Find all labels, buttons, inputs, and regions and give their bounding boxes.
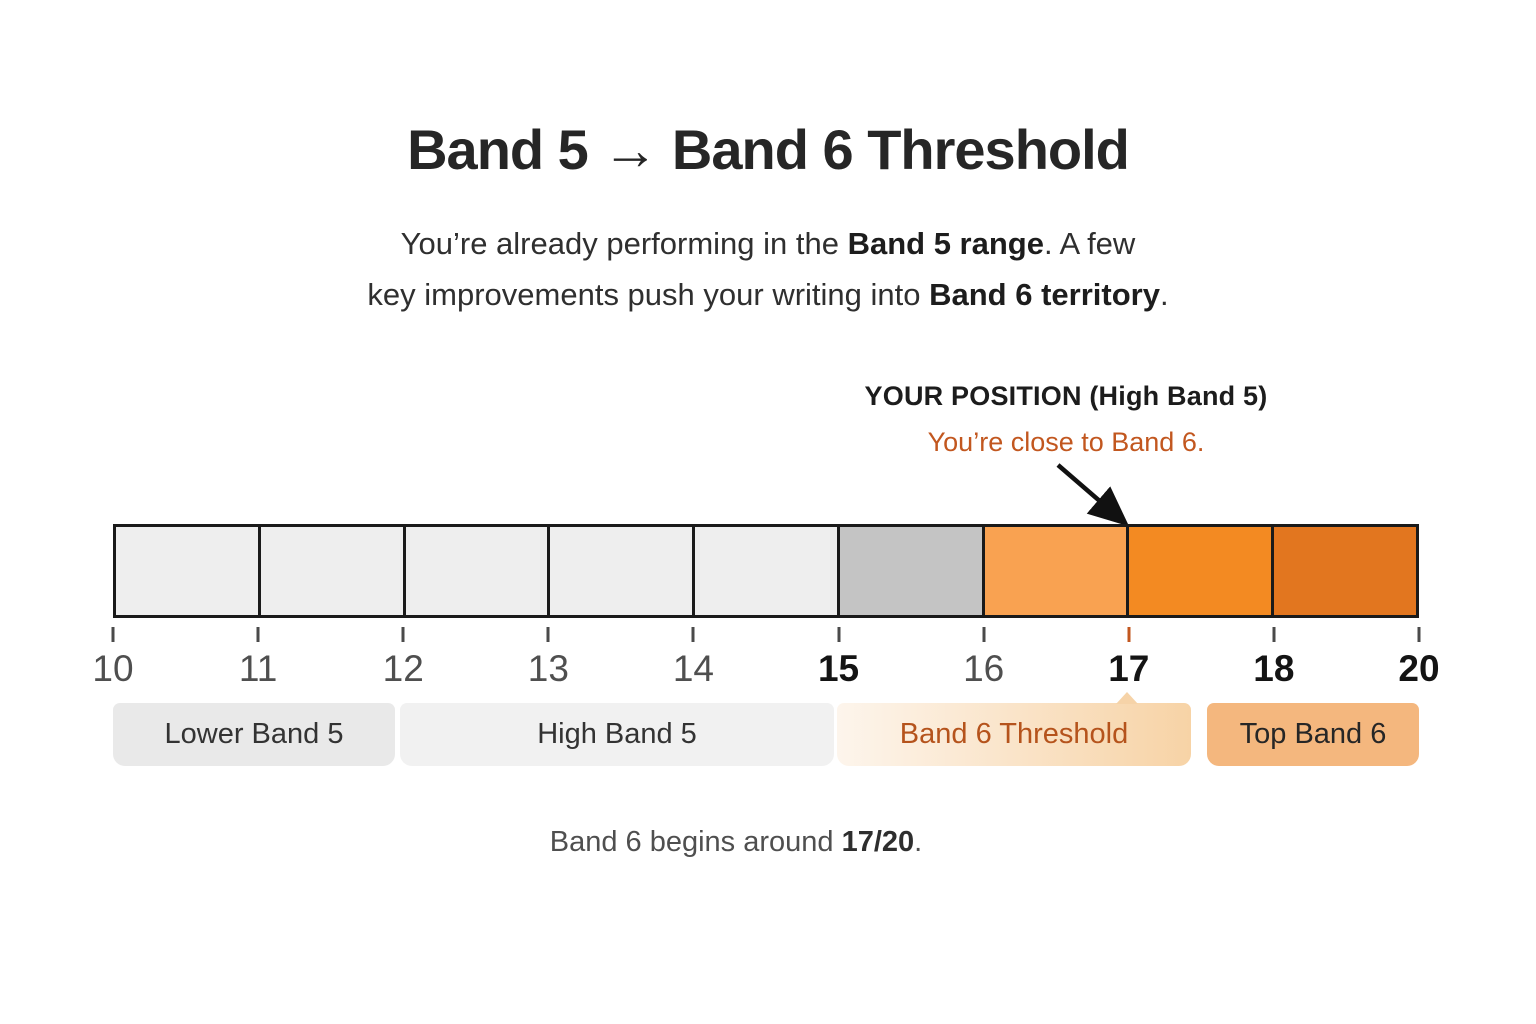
footer-note: Band 6 begins around 17/20. xyxy=(0,826,1472,859)
your-position-heading: YOUR POSITION (High Band 5) xyxy=(864,381,1268,411)
axis-label-15: 15 xyxy=(817,648,860,689)
axis-label-16: 16 xyxy=(963,648,1005,689)
page-title: Band 5 → Band 6 Threshold xyxy=(407,118,1130,181)
axis-label-12: 12 xyxy=(382,648,424,689)
zone-lower-band-5: Lower Band 5 xyxy=(113,703,395,766)
scale-segment-13-14 xyxy=(550,527,696,615)
scale-segment-14-15 xyxy=(695,527,840,615)
axis-tick-18 xyxy=(1272,627,1276,642)
scale-segment-12-13 xyxy=(405,527,551,615)
axis-tick-15 xyxy=(837,627,841,642)
axis-labels: 10 11 12 13 14 15 16 17 18 20 xyxy=(92,648,1439,692)
zone-band-6-threshold: Band 6 Threshold xyxy=(837,692,1191,766)
scale-segment-16-17 xyxy=(984,527,1130,615)
axis-tick-14 xyxy=(691,627,695,642)
axis-tick-16 xyxy=(982,627,986,642)
axis-tick-11 xyxy=(256,627,260,642)
subtitle: You’re already performing in the Band 5 … xyxy=(0,219,1536,321)
axis-label-20: 20 xyxy=(1398,648,1440,689)
subtitle-line1-bold: Band 5 range xyxy=(847,226,1044,261)
axis-tick-12 xyxy=(401,627,405,642)
axis-tick-10 xyxy=(111,627,115,642)
subtitle-line1: You’re already performing in the xyxy=(400,226,848,261)
axis-tick-13 xyxy=(546,627,550,642)
scale-segment-18-20 xyxy=(1274,527,1417,615)
zone-high-band-5: High Band 5 xyxy=(400,703,834,766)
zone-top-band-6: Top Band 6 xyxy=(1207,703,1419,766)
scale-segment-17-18 xyxy=(1129,527,1275,615)
subtitle-line1-end: . A few xyxy=(1043,226,1136,261)
axis-label-11: 11 xyxy=(238,648,278,689)
axis-label-14: 14 xyxy=(672,648,715,689)
scale-bar xyxy=(113,524,1419,618)
axis-label-17: 17 xyxy=(1108,648,1150,689)
axis-tick-17 xyxy=(1127,627,1131,642)
scale-segment-10-11 xyxy=(116,527,261,615)
footer-end: . xyxy=(914,826,923,858)
subtitle-line2-end: . xyxy=(1159,276,1169,312)
scale-segment-11-12 xyxy=(260,527,406,615)
scale-segment-15-16 xyxy=(839,527,985,615)
subtitle-line2-bold: Band 6 territory xyxy=(929,276,1160,312)
axis-label-10: 10 xyxy=(92,648,134,689)
your-position-annotation: YOUR POSITION (High Band 5) You’re close… xyxy=(806,381,1326,458)
axis-tick-20 xyxy=(1417,627,1421,642)
zone-labels: Lower Band 5 High Band 5 Band 6 Threshold T… xyxy=(0,692,1536,766)
footer-score: 17/20 xyxy=(841,826,915,858)
axis-label-18: 18 xyxy=(1253,648,1295,689)
position-arrow-icon xyxy=(1056,463,1130,527)
your-position-subtext: You’re close to Band 6. xyxy=(927,427,1205,457)
axis-ticks xyxy=(111,627,1421,642)
axis-label-13: 13 xyxy=(527,648,569,689)
zone-notch xyxy=(1116,692,1138,704)
footer-text: Band 6 begins around xyxy=(549,826,842,858)
subtitle-line2: key improvements push your writing into xyxy=(367,276,930,312)
